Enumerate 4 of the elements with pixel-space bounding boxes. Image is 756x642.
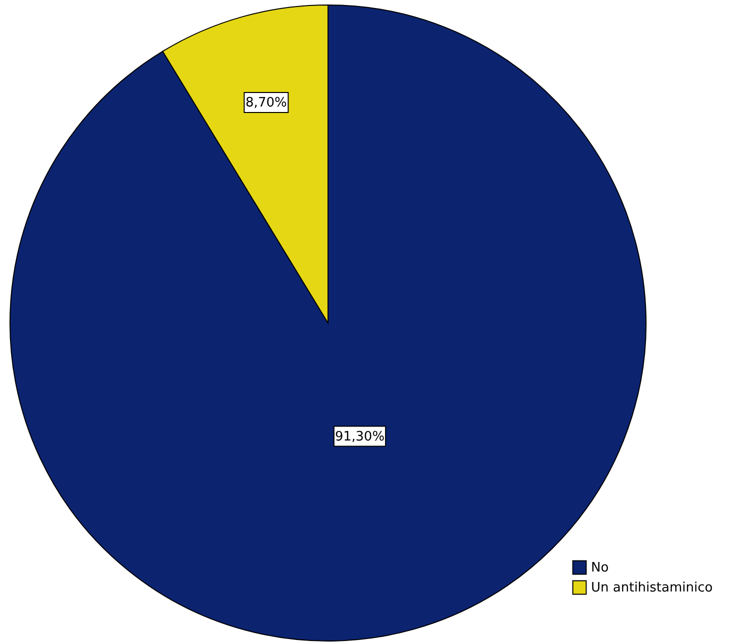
data-label: 8,70% xyxy=(246,96,287,111)
legend-label: Un antihistaminico xyxy=(591,580,713,596)
data-label: 91,30% xyxy=(334,429,385,444)
legend-label: No xyxy=(591,560,609,576)
